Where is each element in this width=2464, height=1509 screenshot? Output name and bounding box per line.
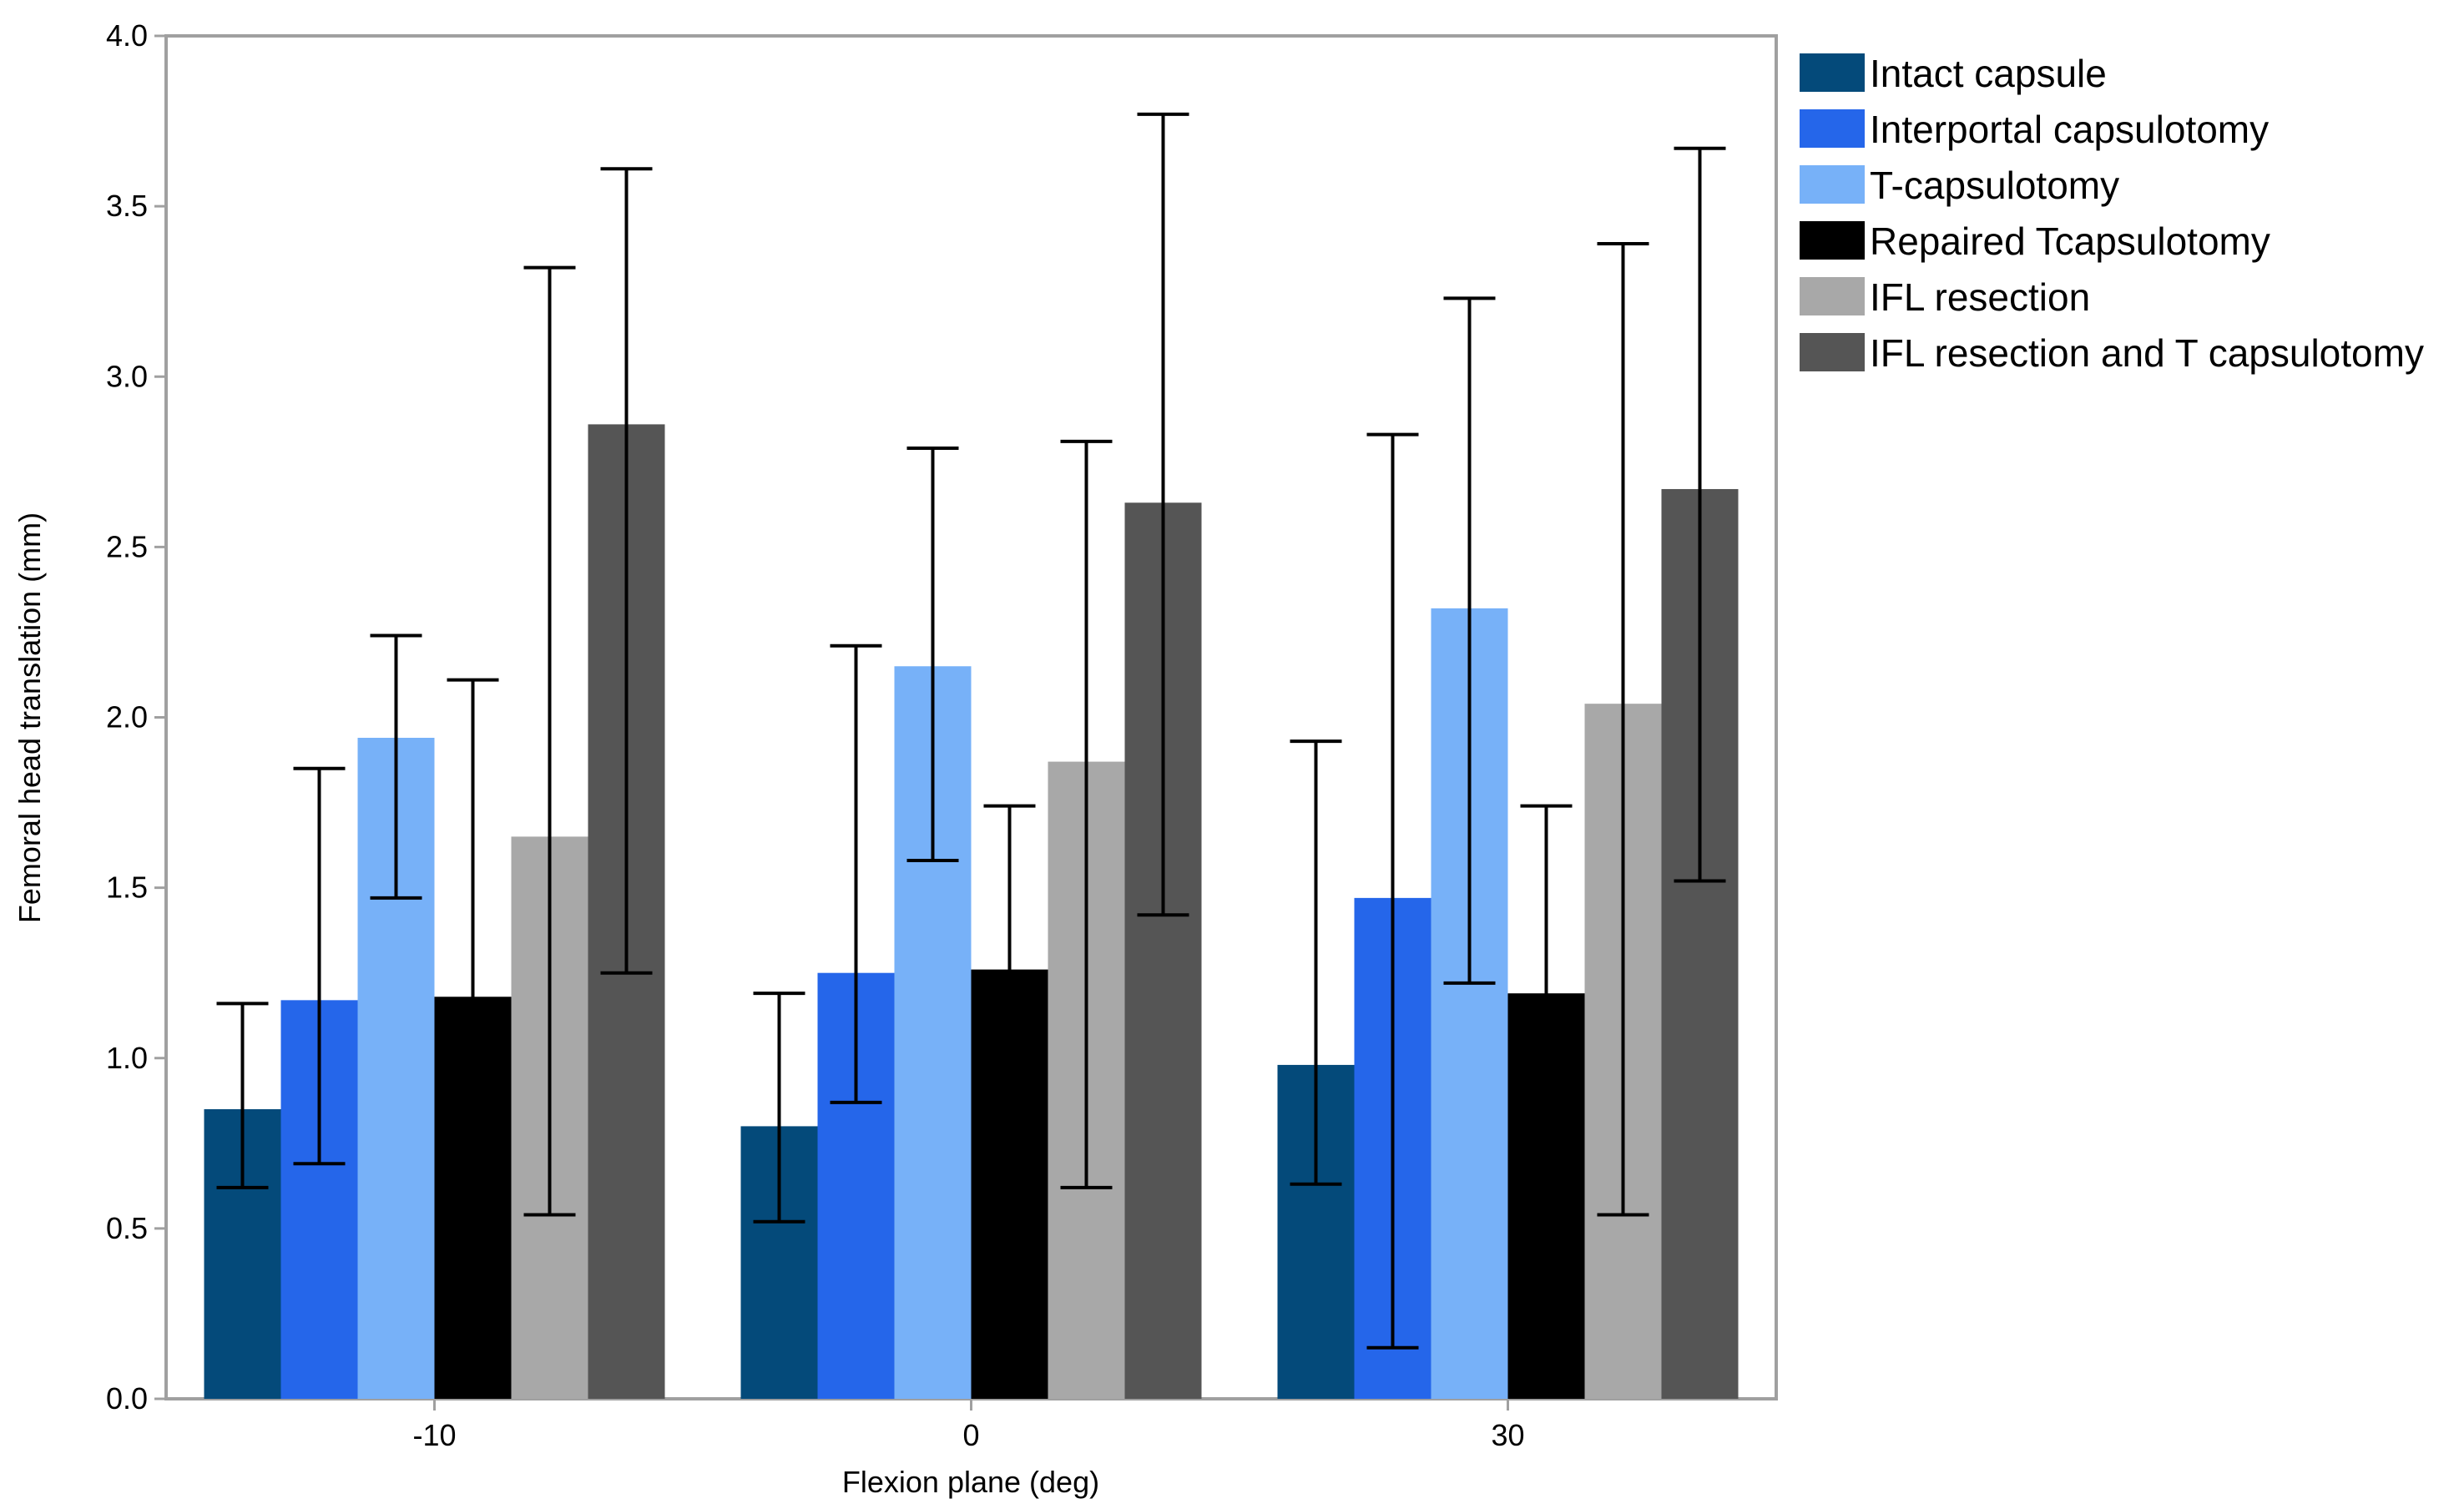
legend-swatch <box>1800 165 1865 204</box>
y-tick-label: 2.0 <box>106 700 148 734</box>
legend-label: Intact capsule <box>1870 52 2107 95</box>
x-tick-label: 30 <box>1491 1418 1524 1452</box>
y-tick-label: 2.5 <box>106 529 148 563</box>
legend-swatch <box>1800 277 1865 315</box>
x-tick-label: 0 <box>962 1418 979 1452</box>
legend: Intact capsule Interportal capsulotomy T-c… <box>1800 52 2424 375</box>
legend-label: Interportal capsulotomy <box>1870 108 2269 151</box>
legend-swatch <box>1800 221 1865 260</box>
legend-swatch <box>1800 53 1865 92</box>
y-tick-label: 0.5 <box>106 1211 148 1245</box>
y-tick-label: 3.0 <box>106 359 148 393</box>
bars <box>204 424 1739 1400</box>
legend-swatch <box>1800 333 1865 371</box>
x-axis-title: Flexion plane (deg) <box>842 1465 1099 1499</box>
y-tick-label: 3.5 <box>106 189 148 223</box>
x-tick-label: -10 <box>412 1418 456 1452</box>
x-axis: -10 0 30 <box>412 1399 1525 1452</box>
y-axis-title: Femoral head translation (mm) <box>13 512 47 923</box>
y-tick-label: 1.0 <box>106 1041 148 1075</box>
y-axis: 0.0 0.5 1.0 1.5 2.0 2.5 3.0 3.5 4.0 <box>106 18 166 1416</box>
legend-label: IFL resection and T capsulotomy <box>1870 331 2424 375</box>
legend-label: Repaired Tcapsulotomy <box>1870 220 2270 263</box>
y-tick-label: 1.5 <box>106 871 148 905</box>
y-tick-label: 4.0 <box>106 18 148 53</box>
legend-swatch <box>1800 109 1865 148</box>
error-bars <box>216 112 1726 1350</box>
y-tick-label: 0.0 <box>106 1381 148 1416</box>
legend-label: IFL resection <box>1870 275 2090 319</box>
legend-label: T-capsulotomy <box>1870 164 2119 207</box>
